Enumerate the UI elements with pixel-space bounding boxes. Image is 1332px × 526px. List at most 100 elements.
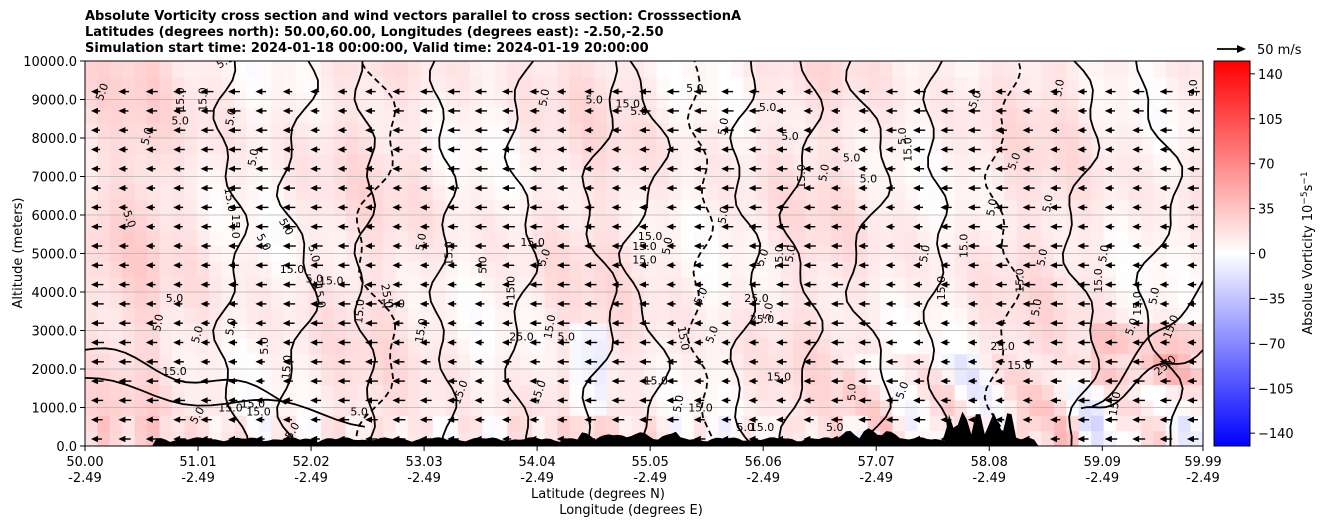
field-cell bbox=[644, 307, 658, 324]
field-cell bbox=[979, 261, 993, 278]
field-cell bbox=[221, 384, 235, 401]
field-cell bbox=[184, 292, 198, 308]
field-cell bbox=[494, 230, 508, 247]
field-cell bbox=[333, 384, 347, 401]
field-cell bbox=[1029, 276, 1043, 293]
colorbar-label: Absolue Vorticity 10−5s−1 bbox=[1300, 171, 1316, 334]
x-tick-label-lat: 50.00 bbox=[66, 455, 103, 470]
field-cell bbox=[383, 415, 397, 432]
field-cell bbox=[817, 61, 831, 77]
y-axis-ticks: 0.0 1000.0 2000.0 3000.0 4000.0 5000.0 6000.0 7… bbox=[23, 55, 85, 455]
field-cell bbox=[134, 215, 148, 231]
field-cell bbox=[383, 338, 397, 355]
field-cell bbox=[134, 307, 148, 324]
field-cell bbox=[594, 199, 608, 216]
field-cell bbox=[780, 353, 794, 370]
field-cell bbox=[321, 122, 335, 139]
field-cell bbox=[470, 384, 484, 401]
field-cell bbox=[395, 199, 409, 216]
field-cell bbox=[407, 153, 421, 170]
field-cell bbox=[1116, 353, 1130, 370]
field-cell bbox=[917, 353, 931, 370]
field-cell bbox=[855, 338, 869, 355]
contour-label: 15.0 bbox=[767, 371, 792, 384]
field-cell bbox=[1004, 215, 1018, 231]
field-cell bbox=[209, 415, 223, 432]
field-cell bbox=[109, 61, 123, 77]
field-cell bbox=[209, 353, 223, 370]
field-cell bbox=[1029, 122, 1043, 139]
field-cell bbox=[1004, 76, 1018, 93]
field-cell bbox=[954, 384, 968, 401]
field-cell bbox=[656, 415, 670, 432]
field-cell bbox=[805, 384, 819, 401]
field-cell bbox=[482, 292, 496, 308]
field-cell bbox=[358, 138, 372, 154]
contour-label: 15.0 bbox=[1013, 268, 1026, 293]
field-cell bbox=[122, 307, 136, 324]
field-cell bbox=[768, 76, 782, 93]
field-cell bbox=[569, 353, 583, 370]
field-cell bbox=[1029, 199, 1043, 216]
field-cell bbox=[147, 292, 161, 308]
field-cell bbox=[718, 338, 732, 355]
field-cell bbox=[97, 292, 111, 308]
field-cell bbox=[1128, 107, 1142, 124]
field-cell bbox=[594, 184, 608, 201]
field-cell bbox=[681, 76, 695, 93]
field-cell bbox=[407, 384, 421, 401]
field-cell bbox=[681, 138, 695, 154]
field-cell bbox=[656, 384, 670, 401]
field-cell bbox=[880, 61, 894, 77]
field-cell bbox=[457, 138, 471, 154]
field-cell bbox=[432, 76, 446, 93]
field-cell bbox=[122, 76, 136, 93]
contour-label: 15.0 bbox=[773, 245, 786, 270]
field-cell bbox=[594, 415, 608, 432]
field-cell bbox=[656, 138, 670, 154]
field-cell bbox=[482, 122, 496, 139]
field-cell bbox=[159, 107, 173, 124]
field-cell bbox=[1004, 138, 1018, 154]
field-cell bbox=[892, 107, 906, 124]
field-cell bbox=[730, 384, 744, 401]
field-cell bbox=[979, 122, 993, 139]
field-cell bbox=[681, 276, 695, 293]
field-cell bbox=[569, 76, 583, 93]
colorbar-tick-label: −105 bbox=[1258, 382, 1294, 397]
field-cell bbox=[793, 76, 807, 93]
field-cell bbox=[619, 199, 633, 216]
field-cell bbox=[1116, 138, 1130, 154]
field-cell bbox=[85, 153, 99, 170]
field-cell bbox=[1066, 338, 1080, 355]
field-cell bbox=[1116, 199, 1130, 216]
field-cell bbox=[383, 199, 397, 216]
field-cell bbox=[544, 353, 558, 370]
field-cell bbox=[134, 184, 148, 201]
field-cell bbox=[184, 199, 198, 216]
field-cell bbox=[1053, 384, 1067, 401]
field-cell bbox=[1091, 199, 1105, 216]
field-cell bbox=[246, 107, 260, 124]
field-cell bbox=[681, 307, 695, 324]
contour-label: 25.0 bbox=[990, 340, 1015, 353]
field-cell bbox=[445, 76, 459, 93]
field-cell bbox=[755, 415, 769, 432]
field-cell bbox=[830, 307, 844, 324]
field-cell bbox=[109, 122, 123, 139]
field-cell bbox=[470, 230, 484, 247]
field-cell bbox=[457, 61, 471, 77]
field-cell bbox=[569, 215, 583, 231]
field-cell bbox=[494, 338, 508, 355]
field-cell bbox=[134, 122, 148, 139]
x-tick-label-lon: -2.49 bbox=[633, 471, 667, 486]
field-cell bbox=[134, 153, 148, 170]
field-cell bbox=[942, 76, 956, 93]
x-tick-label-lon: -2.49 bbox=[294, 471, 328, 486]
field-cell bbox=[457, 292, 471, 308]
field-cell bbox=[494, 61, 508, 77]
field-cell bbox=[867, 307, 881, 324]
field-cell bbox=[171, 230, 185, 247]
field-cell bbox=[656, 276, 670, 293]
field-cell bbox=[681, 292, 695, 308]
